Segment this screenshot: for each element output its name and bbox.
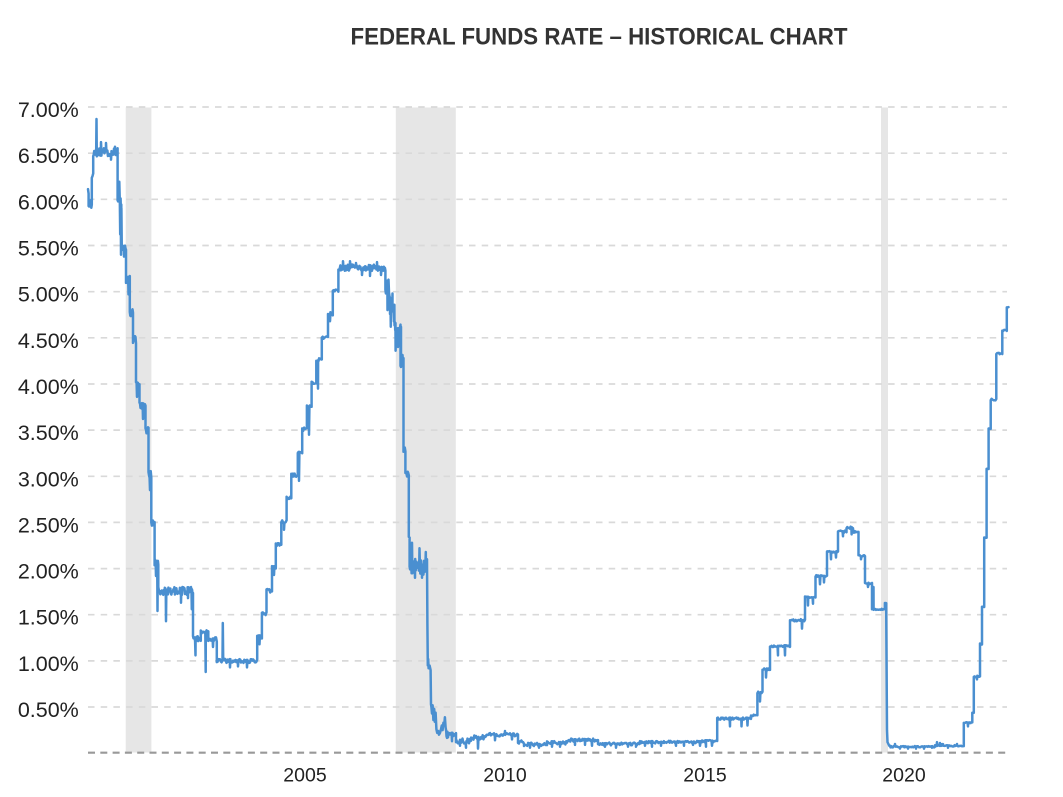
svg-text:5.50%: 5.50% [18, 237, 79, 261]
svg-text:4.50%: 4.50% [18, 329, 79, 353]
svg-text:5.00%: 5.00% [18, 283, 79, 307]
svg-text:2005: 2005 [283, 765, 327, 787]
svg-text:FEDERAL FUNDS RATE – HISTORICA: FEDERAL FUNDS RATE – HISTORICAL CHART [351, 24, 848, 51]
svg-text:6.00%: 6.00% [18, 190, 79, 214]
svg-text:2.00%: 2.00% [18, 560, 79, 584]
svg-text:7.00%: 7.00% [18, 98, 79, 122]
svg-text:2015: 2015 [683, 765, 727, 787]
svg-text:6.50%: 6.50% [18, 144, 79, 168]
svg-text:1.50%: 1.50% [18, 606, 79, 630]
svg-text:2020: 2020 [882, 765, 926, 787]
svg-text:2.50%: 2.50% [18, 513, 79, 537]
svg-text:0.50%: 0.50% [18, 698, 79, 722]
svg-text:4.00%: 4.00% [18, 375, 79, 399]
svg-text:1.00%: 1.00% [18, 652, 79, 676]
svg-text:3.50%: 3.50% [18, 421, 79, 445]
svg-text:2010: 2010 [483, 765, 527, 787]
svg-text:3.00%: 3.00% [18, 467, 79, 491]
